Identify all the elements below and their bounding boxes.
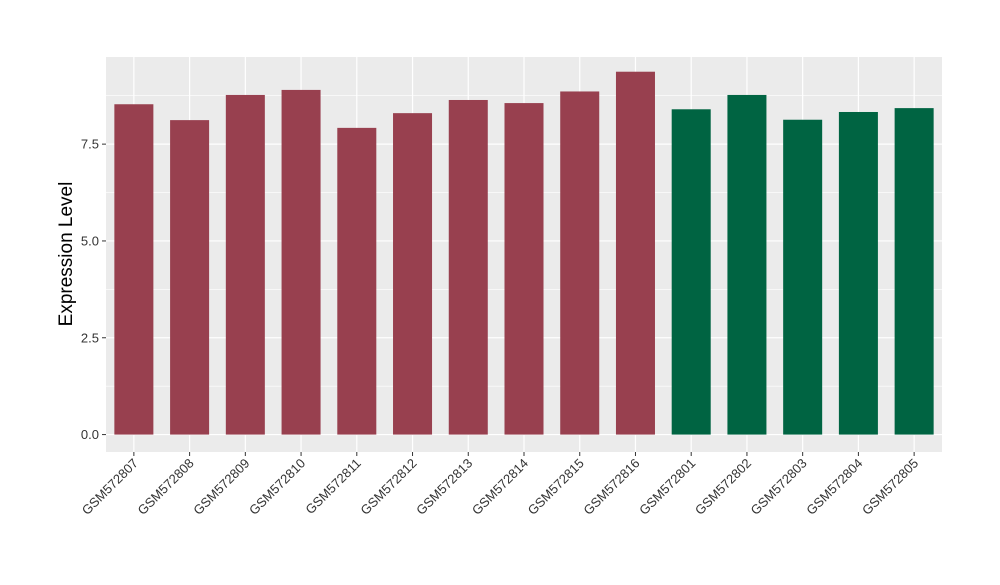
y-tick-label: 7.5 <box>81 137 99 152</box>
bar-gsm572803 <box>783 119 823 435</box>
bar-gsm572804 <box>838 111 878 435</box>
y-tick-label: 2.5 <box>81 330 99 345</box>
bar-gsm572813 <box>448 99 488 435</box>
bar-gsm572808 <box>170 120 210 435</box>
x-tick-label: GSM572801 <box>636 456 698 518</box>
x-tick-label: GSM572807 <box>79 456 141 518</box>
bars <box>114 71 934 435</box>
bar-gsm572811 <box>337 127 377 435</box>
x-tick-label: GSM572809 <box>190 456 252 518</box>
bar-gsm572802 <box>727 94 767 435</box>
bar-gsm572809 <box>225 94 265 435</box>
x-tick-label: GSM572815 <box>525 456 587 518</box>
bar-gsm572805 <box>894 108 934 435</box>
bar-gsm572810 <box>281 89 321 435</box>
bar-gsm572816 <box>615 71 655 435</box>
x-tick-label: GSM572805 <box>859 456 921 518</box>
bar-gsm572812 <box>393 113 433 435</box>
x-tick-label: GSM572803 <box>748 456 810 518</box>
x-tick-label: GSM572812 <box>357 456 419 518</box>
bar-gsm572801 <box>671 109 711 435</box>
x-tick-label: GSM572802 <box>692 456 754 518</box>
bar-gsm572815 <box>560 91 600 435</box>
y-axis-label: Expression Level <box>56 182 77 327</box>
x-tick-label: GSM572810 <box>246 456 308 518</box>
x-axis: GSM572807GSM572808GSM572809GSM572810GSM5… <box>79 452 921 518</box>
x-tick-label: GSM572811 <box>302 456 364 518</box>
bar-gsm572807 <box>114 104 154 435</box>
y-axis: 0.0 2.5 5.0 7.5 <box>81 137 106 442</box>
y-tick-label: 5.0 <box>81 233 99 248</box>
x-tick-label: GSM572808 <box>134 456 196 518</box>
x-tick-label: GSM572816 <box>580 456 642 518</box>
x-tick-label: GSM572813 <box>413 456 475 518</box>
y-tick-label: 0.0 <box>81 427 99 442</box>
x-tick-label: GSM572804 <box>803 456 865 518</box>
bar-gsm572814 <box>504 103 544 435</box>
x-tick-label: GSM572814 <box>469 456 531 518</box>
